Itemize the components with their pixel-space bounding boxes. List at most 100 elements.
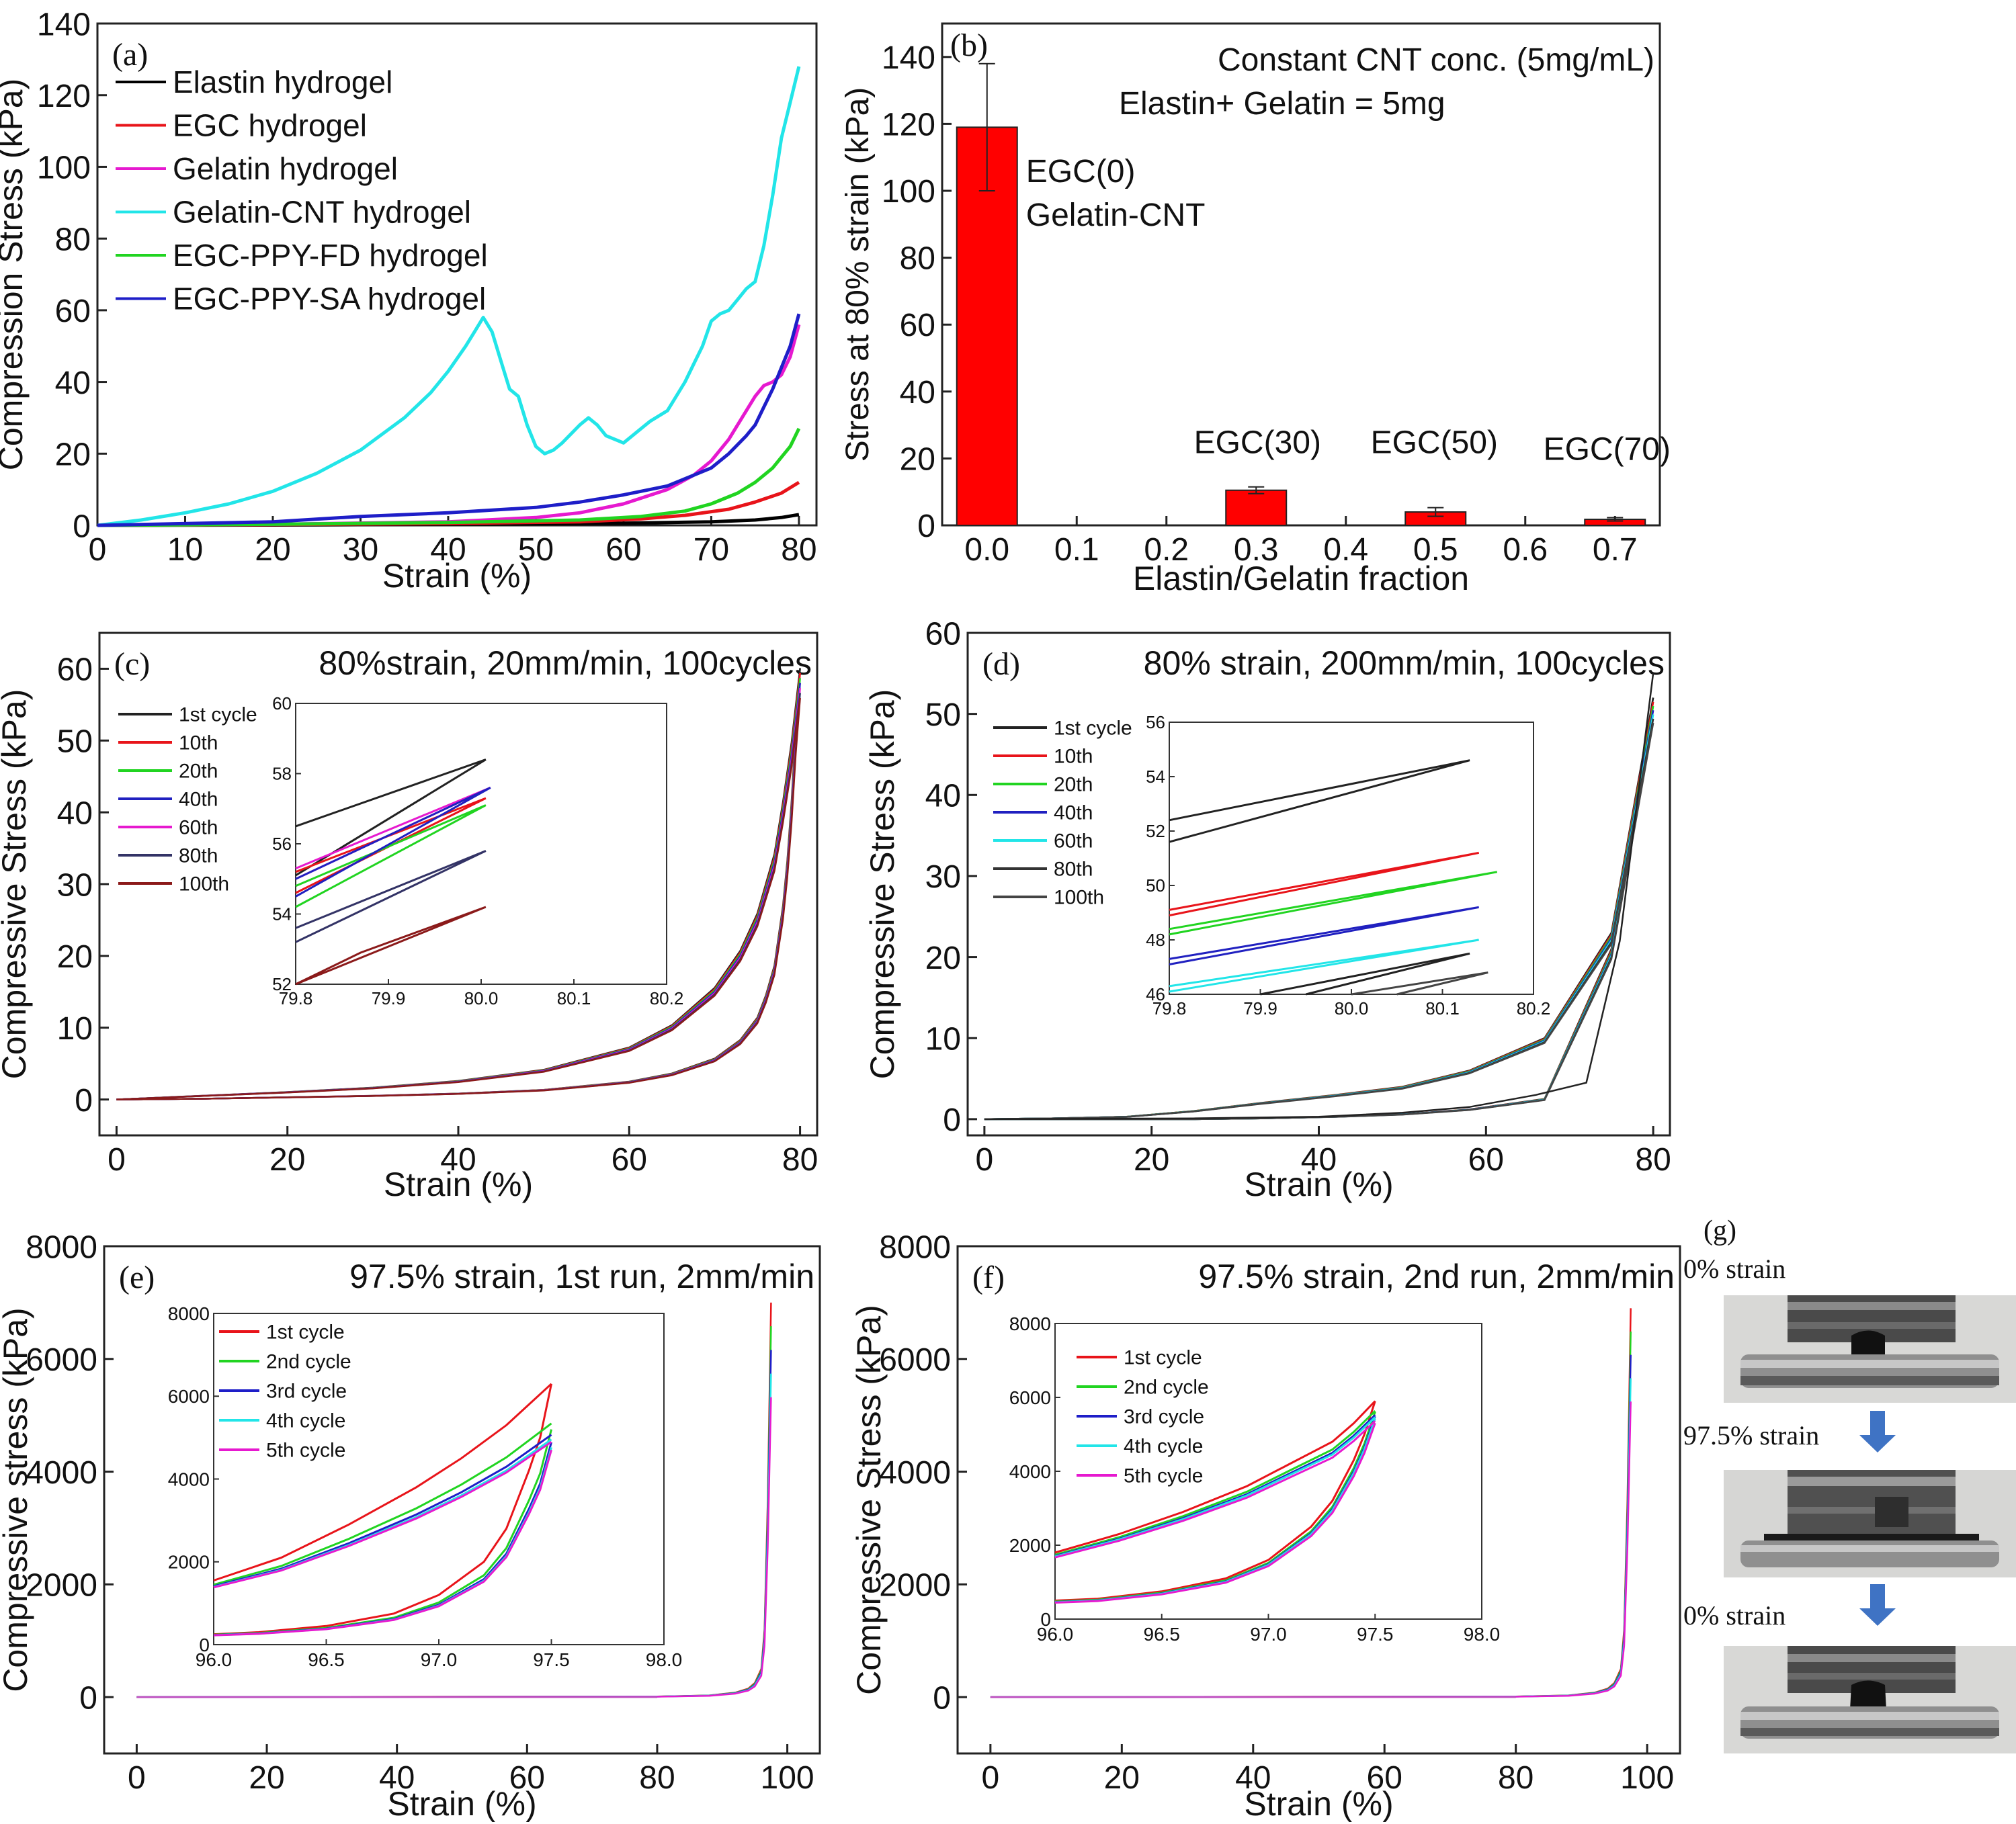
legend-label: 5th cycle [266,1440,345,1462]
x-tick-label: 0 [128,1760,146,1796]
inset-x-tick-label: 97.5 [533,1649,570,1670]
x-tick-label: 0.7 [1593,532,1638,568]
x-tick-label: 0.3 [1234,532,1279,568]
x-tick-label: 80 [1498,1760,1534,1796]
bar-label: EGC(0) [1026,154,1136,189]
legend-label: 1st cycle [1124,1347,1202,1369]
legend-label: 60th [179,817,218,839]
x-tick-label: 40 [440,1142,476,1178]
compression-photo-0-percent [1724,1295,2016,1403]
bar-label: EGC(30) [1194,425,1321,460]
inset-segment [295,758,487,877]
y-tick-label: 80 [900,241,935,277]
inset-x-tick-label: 80.0 [1335,998,1369,1018]
bar [1225,489,1288,527]
y-tick-label: 60 [57,652,93,688]
x-tick-label: 80 [639,1760,675,1796]
inset-segment [1169,906,1479,965]
inset-y-tick-label: 54 [1146,767,1165,787]
legend-label: Elastin hydrogel [173,64,392,99]
legend-label: 100th [1054,887,1104,909]
legend-label: 10th [179,732,218,754]
legend-label: 2nd cycle [1124,1377,1209,1399]
inset-loading-curve [213,1383,552,1581]
inset-loading-curve [213,1434,552,1588]
inset-x-tick-label: 98.0 [646,1649,683,1670]
loading-curve [116,697,801,1100]
bar-label: EGC(50) [1371,425,1498,460]
x-axis-label: Elastin/Gelatin fraction [1133,560,1469,597]
inset-x-tick-label: 80.1 [557,988,591,1008]
y-tick-label: 0 [933,1680,951,1716]
legend-label: 1st cycle [266,1321,345,1344]
legend-label: 80th [1054,859,1093,881]
chart-panel-b: 0.0 0.1 0.2 0.3 0.4 0.5 0.6 0.7 0 20 40 60 80 100 120 1… [840,22,1671,597]
photo-panel-g: (g) 0% strain 97.5% strain [1683,1215,2016,1821]
inset-x-tick-label: 79.8 [279,988,313,1008]
inset-y-tick-label: 60 [272,693,292,713]
x-tick-label: 0.1 [1054,532,1099,568]
down-arrow-icon [1859,1584,1896,1626]
legend-label: 20th [179,761,218,783]
x-tick-label: 60 [509,1760,545,1796]
panel-label: (d) [982,646,1020,682]
x-axis-label: Strain (%) [382,557,532,595]
y-tick-label: 80 [55,222,91,257]
inset-frame [1054,1323,1482,1620]
inset-segment [295,787,491,898]
x-tick-label: 0 [108,1142,126,1178]
inset-y-tick-label: 2000 [168,1552,210,1573]
x-tick-label: 80 [781,532,816,568]
inset-unloading-curve [213,1449,552,1637]
plot-frame [941,22,1661,527]
inset-segment [1260,952,1470,996]
bar [956,126,1018,526]
y-axis-label: Stress at 80% strain (kPa) [840,87,876,462]
annotation: Elastin+ Gelatin = 5mg [1119,86,1445,122]
inset-y-tick-label: 58 [272,764,292,784]
panel-title: 97.5% strain, 1st run, 2mm/min [349,1258,814,1295]
x-tick-label: 80 [1635,1142,1671,1178]
inset-x-tick-label: 97.5 [1357,1624,1394,1645]
x-tick-label: 30 [343,532,378,568]
inset-y-tick-label: 8000 [1009,1313,1051,1334]
y-tick-label: 20 [900,441,935,477]
inset-y-tick-label: 4000 [168,1469,210,1489]
y-tick-label: 50 [57,724,93,760]
inset-loading-curve [1054,1416,1376,1558]
unloading-curve [116,698,801,1100]
y-axis-label: Compression Stress (kPa) [0,79,30,471]
x-tick-label: 100 [1620,1760,1674,1796]
inset-x-tick-label: 80.2 [1517,998,1551,1018]
y-tick-label: 50 [925,697,961,733]
x-tick-label: 40 [1235,1760,1271,1796]
x-tick-label: 20 [269,1142,305,1178]
x-axis-label: Strain (%) [387,1785,536,1822]
panel-title: 80% strain, 200mm/min, 100cycles [1144,644,1665,682]
y-axis-label: Compressive Stress (kPa) [850,1305,888,1695]
inset-segment [1169,759,1470,843]
inset-d: 79.8 79.9 80.0 80.1 80.2 46 48 50 52 54 56 [1146,712,1550,1018]
inset-unloading-curve [1054,1422,1376,1604]
y-tick-label: 8000 [879,1229,951,1265]
inset-x-tick-label: 97.0 [1250,1624,1287,1645]
legend-label: 20th [1054,774,1093,796]
inset-segment [295,850,487,943]
inset-x-tick-label: 80.1 [1425,998,1460,1018]
legend-label: 1st cycle [179,704,257,726]
inset-x-tick-label: 80.2 [650,988,684,1008]
y-tick-label: 40 [55,365,91,401]
photo-state-label-2: 97.5% strain [1683,1420,1819,1450]
inset-segment [295,906,487,986]
panel-label: (e) [119,1260,155,1295]
y-tick-label: 4000 [879,1455,951,1491]
y-tick-label: 40 [925,779,961,814]
inset-y-tick-label: 56 [272,834,292,854]
legend-label: 80th [179,845,218,867]
y-tick-label: 0 [943,1102,961,1138]
plot-frame [956,1245,1681,1755]
y-tick-label: 60 [900,308,935,343]
y-tick-label: 0 [75,1083,93,1119]
inset-x-tick-label: 97.0 [421,1649,458,1670]
chart-panel-c: 0 20 40 60 80 0 10 20 30 40 50 60 Strain (%) Compress… [0,632,818,1203]
